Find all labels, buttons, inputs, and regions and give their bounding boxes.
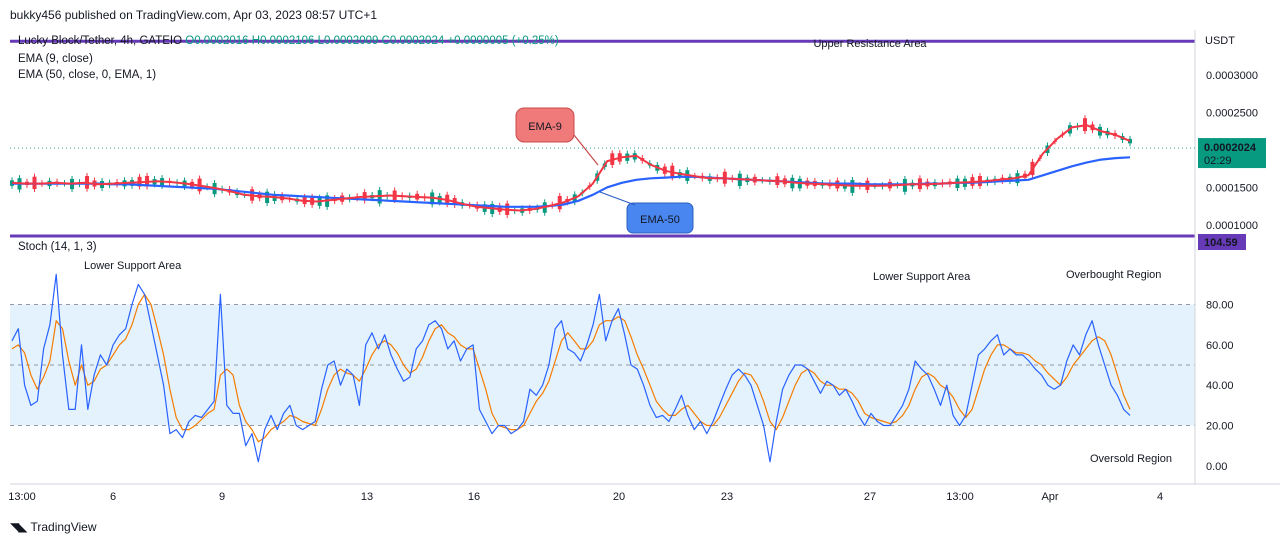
price-tick-label: 0.0001500 <box>1206 182 1258 194</box>
ema50-badge-label: EMA-50 <box>640 214 680 226</box>
bar-countdown: 02:29 <box>1204 155 1232 167</box>
ema50-badge[interactable] <box>626 202 694 234</box>
tradingview-logo-icon: ◥◣ <box>10 520 27 534</box>
last-price-badge[interactable] <box>1198 138 1266 169</box>
stoch-tick-label: 60.00 <box>1206 340 1234 352</box>
last-price-value: 0.0002024 <box>1204 142 1257 154</box>
time-tick-label: 23 <box>721 491 733 503</box>
oversold-label: Oversold Region <box>1090 453 1172 465</box>
ema9-badge-label: EMA-9 <box>528 121 562 133</box>
time-tick-label: 27 <box>864 491 876 503</box>
footer-brand-label: TradingView <box>30 520 97 534</box>
time-tick-label: 13:00 <box>946 491 974 503</box>
stoch-tick-label: 20.00 <box>1206 421 1234 433</box>
stoch-tick-label: 40.00 <box>1206 380 1234 392</box>
publisher-line: bukky456 published on TradingView.com, A… <box>10 8 378 22</box>
price-tick-label: 0.0003000 <box>1206 70 1258 82</box>
stoch-k-line[interactable] <box>11 273 1131 463</box>
stoch-tick-label: 0.00 <box>1206 461 1227 473</box>
time-tick-label: Apr <box>1041 491 1058 503</box>
ema50-pointer <box>599 191 636 206</box>
time-tick-label: 13 <box>361 491 373 503</box>
footer-brand[interactable]: ◥◣ TradingView <box>10 520 97 534</box>
currency-label: USDT <box>1205 35 1235 47</box>
ema9-badge[interactable] <box>515 107 575 143</box>
time-tick-label: 6 <box>110 491 116 503</box>
time-tick-label: 20 <box>613 491 625 503</box>
symbol-label: Lucky Block/Tether, 4h, GATEIO <box>18 35 183 47</box>
time-tick-label: 13:00 <box>8 491 36 503</box>
main-legend-symbol-row: Lucky Block/Tether, 4h, GATEIO O0.000201… <box>18 35 559 47</box>
time-tick-label: 4 <box>1157 491 1163 503</box>
lower-support-label-left: Lower Support Area <box>84 260 182 272</box>
time-tick-label: 9 <box>219 491 225 503</box>
time-tick-label: 16 <box>468 491 480 503</box>
candle-body <box>1128 138 1132 144</box>
ema9-legend[interactable]: EMA (9, close) <box>18 53 93 65</box>
overbought-label: Overbought Region <box>1066 269 1161 281</box>
stoch-tick-label: 80.00 <box>1206 300 1234 312</box>
stoch-value: 104.59 <box>1204 237 1238 249</box>
stoch-d-line[interactable] <box>11 293 1131 443</box>
stoch-legend[interactable]: Stoch (14, 1, 3) <box>18 241 97 253</box>
ema9-line[interactable] <box>11 124 1131 212</box>
price-tick-label: 0.0001000 <box>1206 220 1258 232</box>
lower-support-label-right: Lower Support Area <box>873 271 971 283</box>
ema9-pointer <box>573 134 599 166</box>
stoch-value-badge[interactable] <box>1198 234 1246 250</box>
ema50-legend[interactable]: EMA (50, close, 0, EMA, 1) <box>18 69 157 81</box>
ohlc-values: O0.0002016 H0.0002106 L0.0002009 C0.0002… <box>185 35 559 47</box>
price-tick-label: 0.0002500 <box>1206 107 1258 119</box>
upper-resistance-label: Upper Resistance Area <box>813 38 927 50</box>
